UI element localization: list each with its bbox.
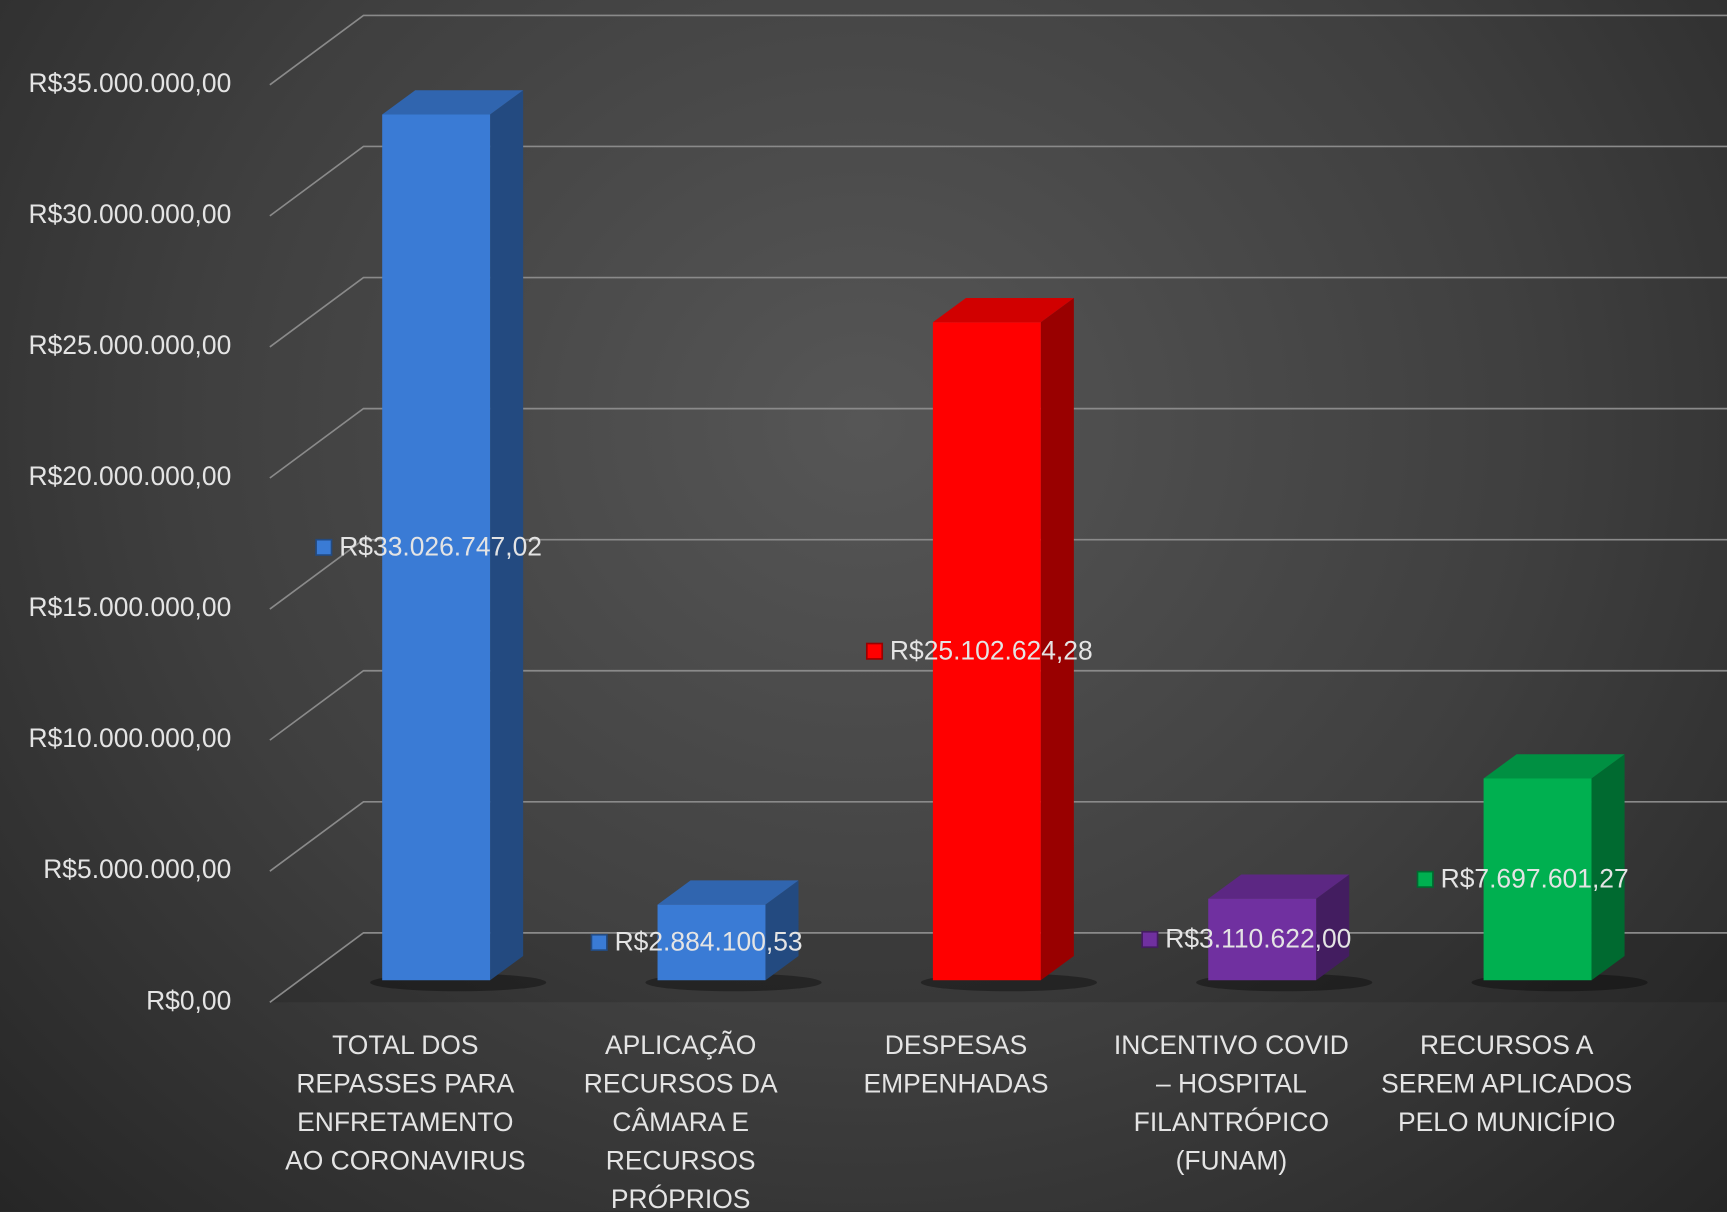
y-tick-label: R$30.000.000,00 [29,199,232,229]
grid-segment [269,800,1727,872]
bar-top [382,90,524,115]
value-label: R$2.884.100,53 [615,927,803,957]
bar [932,297,1074,981]
bar-side [1040,297,1074,981]
bar-front [1208,898,1317,981]
label-key [1416,870,1434,888]
bar-top [932,297,1074,323]
grid-line [269,407,1727,479]
x-tick-label: RECURSOS A SEREM APLICADOS PELO MUNICÍPI… [1381,1030,1633,1138]
bar [1483,754,1625,981]
grid-line [269,800,1727,872]
value-label: R$33.026.747,02 [339,531,542,561]
x-tick-label: DESPESAS EMPENHADAS [863,1030,1049,1100]
y-tick-label: R$0,00 [146,985,231,1015]
bar-top [657,880,799,905]
value-label: R$3.110.622,00 [1165,924,1351,954]
bar [1208,874,1350,981]
value-label: R$25.102.624,28 [890,635,1093,665]
grid-line [269,145,1727,217]
x-tick-label: TOTAL DOS REPASSES PARA ENFRETAMENTO AO … [285,1030,526,1177]
bar [657,880,799,981]
bar-side [765,880,799,981]
bar-front [932,322,1041,981]
bar-side [1591,754,1625,981]
grid-segment [269,14,1727,86]
label-key [1141,930,1159,949]
label-key [865,642,884,660]
y-tick-label: R$15.000.000,00 [29,592,232,622]
label-key [315,538,333,556]
y-tick-label: R$5.000.000,00 [43,854,231,884]
bar-top [1483,754,1625,779]
grid-segment [269,145,1727,217]
grid-line [269,669,1727,741]
value-label: R$7.697.601,27 [1441,863,1629,893]
grid-segment [269,276,1727,348]
y-tick-label: R$35.000.000,00 [29,68,232,98]
y-tick-label: R$10.000.000,00 [29,723,232,753]
x-tick-label: INCENTIVO COVID – HOSPITAL FILANTRÓPICO … [1113,1030,1349,1177]
bar-side [490,90,524,981]
bar-front [657,904,766,981]
grid-segment [269,538,1727,610]
y-tick-label: R$25.000.000,00 [29,330,232,360]
bar [382,90,524,981]
grid-line [269,276,1727,348]
bar-top [1208,874,1350,899]
y-tick-label: R$20.000.000,00 [29,461,232,491]
grid-line [269,14,1727,86]
bar-side [1316,874,1350,981]
x-tick-label: APLICAÇÃO RECURSOS DA CÂMARA E RECURSOS … [583,1030,778,1212]
grid-segment [269,407,1727,479]
bar-front [1483,778,1592,981]
grid-segment [269,669,1727,741]
grid-line [269,538,1727,610]
label-key [590,933,608,951]
bar-front [382,114,491,981]
